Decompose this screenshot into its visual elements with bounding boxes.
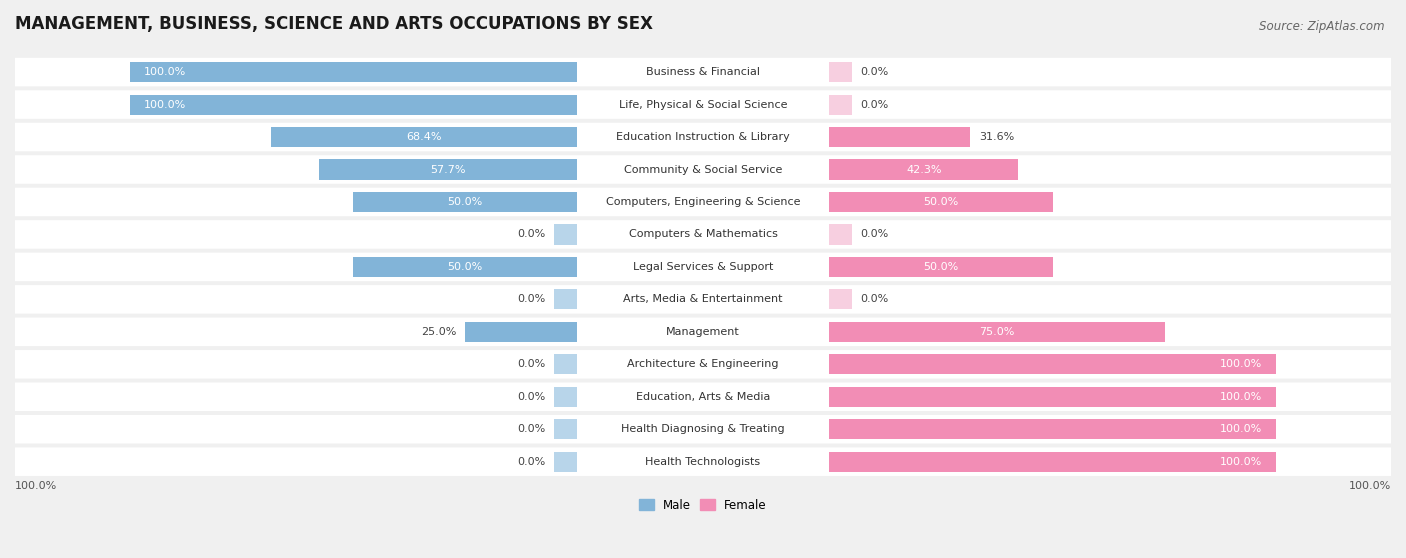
Bar [830, 94, 852, 114]
Bar [554, 387, 576, 407]
FancyBboxPatch shape [15, 285, 1391, 314]
Bar [554, 451, 576, 472]
Text: 0.0%: 0.0% [517, 392, 546, 402]
Text: 100.0%: 100.0% [1348, 481, 1391, 491]
Text: 100.0%: 100.0% [143, 67, 186, 77]
Bar [830, 160, 1018, 180]
Bar [830, 419, 1277, 439]
Bar [830, 192, 1053, 212]
Legend: Male, Female: Male, Female [634, 494, 772, 516]
Text: 50.0%: 50.0% [924, 197, 959, 207]
Text: 100.0%: 100.0% [1220, 424, 1263, 434]
Text: Management: Management [666, 327, 740, 337]
Text: 0.0%: 0.0% [860, 67, 889, 77]
Bar [830, 127, 970, 147]
FancyBboxPatch shape [15, 350, 1391, 378]
Text: MANAGEMENT, BUSINESS, SCIENCE AND ARTS OCCUPATIONS BY SEX: MANAGEMENT, BUSINESS, SCIENCE AND ARTS O… [15, 15, 652, 33]
FancyBboxPatch shape [15, 123, 1391, 151]
Bar [271, 127, 576, 147]
Text: 31.6%: 31.6% [979, 132, 1014, 142]
Text: 75.0%: 75.0% [979, 327, 1015, 337]
Text: 68.4%: 68.4% [406, 132, 441, 142]
FancyBboxPatch shape [15, 253, 1391, 281]
Text: 25.0%: 25.0% [420, 327, 457, 337]
Text: Health Technologists: Health Technologists [645, 456, 761, 466]
Text: 100.0%: 100.0% [1220, 359, 1263, 369]
Bar [554, 419, 576, 439]
FancyBboxPatch shape [15, 58, 1391, 86]
Text: Architecture & Engineering: Architecture & Engineering [627, 359, 779, 369]
Text: Computers, Engineering & Science: Computers, Engineering & Science [606, 197, 800, 207]
Bar [830, 387, 1277, 407]
Text: 42.3%: 42.3% [905, 165, 942, 175]
Text: 57.7%: 57.7% [430, 165, 465, 175]
Text: 50.0%: 50.0% [924, 262, 959, 272]
Bar [830, 224, 852, 244]
FancyBboxPatch shape [15, 187, 1391, 217]
FancyBboxPatch shape [15, 448, 1391, 476]
Text: 0.0%: 0.0% [860, 295, 889, 304]
Bar [830, 451, 1277, 472]
Bar [830, 289, 852, 310]
Text: Life, Physical & Social Science: Life, Physical & Social Science [619, 99, 787, 109]
Text: Education, Arts & Media: Education, Arts & Media [636, 392, 770, 402]
Text: Community & Social Service: Community & Social Service [624, 165, 782, 175]
Text: 100.0%: 100.0% [1220, 456, 1263, 466]
Text: 0.0%: 0.0% [517, 424, 546, 434]
Bar [830, 322, 1164, 342]
Bar [554, 224, 576, 244]
Bar [830, 354, 1277, 374]
Text: 100.0%: 100.0% [1220, 392, 1263, 402]
Text: Legal Services & Support: Legal Services & Support [633, 262, 773, 272]
Text: Source: ZipAtlas.com: Source: ZipAtlas.com [1260, 20, 1385, 32]
Text: 0.0%: 0.0% [517, 295, 546, 304]
FancyBboxPatch shape [15, 90, 1391, 119]
Text: Education Instruction & Library: Education Instruction & Library [616, 132, 790, 142]
Text: 100.0%: 100.0% [15, 481, 58, 491]
Text: 0.0%: 0.0% [860, 229, 889, 239]
Bar [830, 257, 1053, 277]
Text: 50.0%: 50.0% [447, 262, 482, 272]
Bar [353, 257, 576, 277]
FancyBboxPatch shape [15, 220, 1391, 249]
Bar [319, 160, 576, 180]
Bar [129, 62, 576, 82]
Bar [830, 62, 852, 82]
FancyBboxPatch shape [15, 155, 1391, 184]
Text: Health Diagnosing & Treating: Health Diagnosing & Treating [621, 424, 785, 434]
Bar [353, 192, 576, 212]
Text: Computers & Mathematics: Computers & Mathematics [628, 229, 778, 239]
FancyBboxPatch shape [15, 318, 1391, 346]
FancyBboxPatch shape [15, 382, 1391, 411]
Bar [465, 322, 576, 342]
Text: 0.0%: 0.0% [860, 99, 889, 109]
Bar [554, 289, 576, 310]
Text: 0.0%: 0.0% [517, 229, 546, 239]
Text: 100.0%: 100.0% [143, 99, 186, 109]
Bar [129, 94, 576, 114]
Text: 0.0%: 0.0% [517, 456, 546, 466]
Text: 50.0%: 50.0% [447, 197, 482, 207]
Text: Business & Financial: Business & Financial [645, 67, 761, 77]
FancyBboxPatch shape [15, 415, 1391, 444]
Text: Arts, Media & Entertainment: Arts, Media & Entertainment [623, 295, 783, 304]
Text: 0.0%: 0.0% [517, 359, 546, 369]
Bar [554, 354, 576, 374]
